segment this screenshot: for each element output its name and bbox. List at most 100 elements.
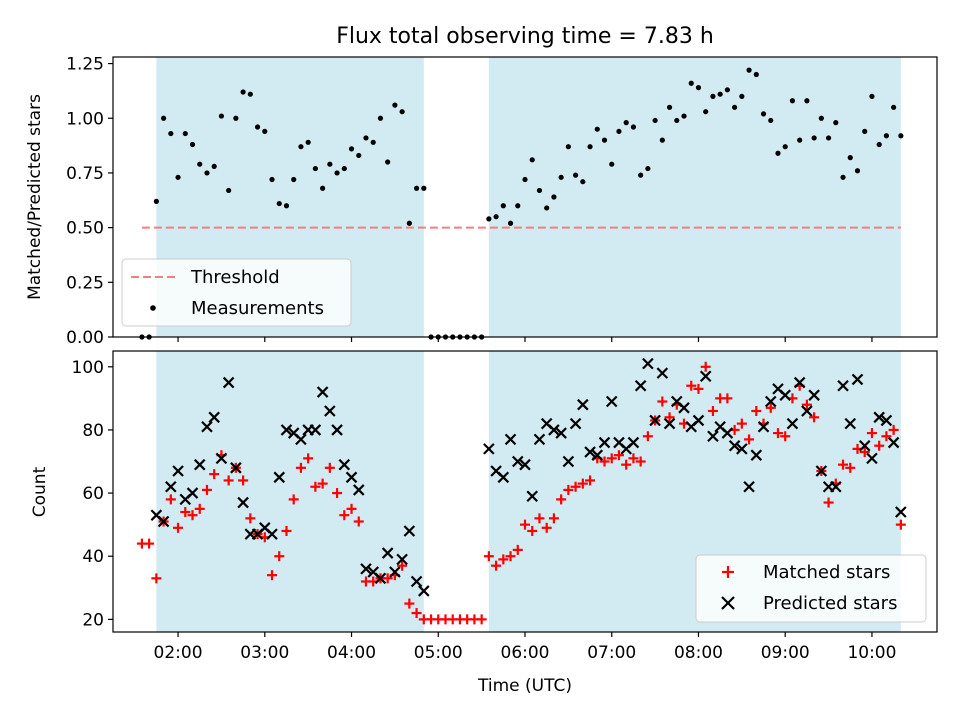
matched-star-point <box>874 440 885 451</box>
predicted-star-point <box>642 357 654 370</box>
predicted-star-point <box>526 490 539 503</box>
x-tick-label: 06:00 <box>501 643 550 663</box>
matched-star-point <box>353 516 364 527</box>
measurement-point <box>601 137 608 143</box>
measurement-point <box>385 159 391 165</box>
x-tick-label: 10:00 <box>847 643 896 663</box>
predicted-star-point <box>721 427 734 439</box>
top-legend-box <box>121 258 352 327</box>
bottom-y-tick-label: 100 <box>72 358 104 378</box>
matched-star-point <box>621 459 632 470</box>
measurement-point <box>876 141 882 148</box>
matched-star-point <box>295 462 306 473</box>
measurement-point <box>182 130 188 137</box>
predicted-star-point <box>663 417 676 430</box>
predicted-star-point <box>548 424 560 436</box>
matched-star-point <box>585 475 596 486</box>
measurement-point <box>327 161 333 167</box>
predicted-star-point <box>193 458 206 471</box>
predicted-star-point <box>208 411 220 424</box>
measurement-point <box>363 135 369 141</box>
predicted-star-point <box>222 376 235 389</box>
matched-star-point <box>187 510 198 521</box>
matched-star-point <box>736 418 747 429</box>
predicted-star-point <box>779 389 791 401</box>
predicted-star-point <box>374 572 387 585</box>
measurement-point <box>377 115 384 121</box>
matched-star-point <box>267 570 278 581</box>
measurement-point <box>348 146 355 152</box>
predicted-star-point <box>887 436 900 449</box>
predicted-star-point <box>172 465 184 477</box>
top-y-tick-label: 0.50 <box>66 219 104 239</box>
measurement-point <box>732 104 738 110</box>
predicted-star-point <box>230 462 242 474</box>
predicted-star-point <box>201 420 213 433</box>
measurement-point <box>818 115 824 121</box>
bottom-y-tick-label: 60 <box>82 484 104 504</box>
predicted-star-point <box>851 373 864 386</box>
matched-star-point <box>288 494 299 505</box>
matched-star-point <box>859 447 870 458</box>
matched-star-point <box>642 431 653 442</box>
measurement-point <box>356 152 362 159</box>
top-legend: Threshold Measurements <box>121 258 352 327</box>
measurement-point <box>594 126 600 132</box>
matched-star-point <box>570 481 581 492</box>
top-y-tick-label: 1.00 <box>66 109 104 129</box>
measurement-point <box>226 187 232 194</box>
measurement-point <box>493 214 499 220</box>
matched-star-point <box>845 462 856 473</box>
matched-star-point <box>476 614 487 625</box>
measurement-point <box>645 165 651 172</box>
bottom-legend-box <box>695 554 927 623</box>
top-y-tick-label: 0.25 <box>66 273 104 293</box>
measurement-point <box>399 109 405 115</box>
predicted-star-point <box>511 455 524 468</box>
matched-star-point <box>223 475 234 486</box>
measurement-point <box>811 135 817 141</box>
matched-star-point <box>866 428 877 439</box>
matched-star-point <box>527 525 538 536</box>
matched-star-point <box>606 453 617 464</box>
matched-star-point <box>397 560 408 571</box>
legend-measurement-label: Measurements <box>191 298 324 319</box>
matched-star-point <box>317 478 328 489</box>
predicted-star-point <box>569 417 582 430</box>
matched-star-point <box>411 608 422 619</box>
predicted-star-point <box>555 427 567 439</box>
predicted-star-point <box>895 506 907 518</box>
measurement-point <box>666 104 673 110</box>
measurement-point <box>341 165 347 172</box>
predicted-star-point <box>757 420 770 433</box>
measurement-point <box>623 120 629 126</box>
matched-star-point <box>165 494 176 505</box>
matched-star-point <box>281 525 292 536</box>
x-tick-label: 07:00 <box>587 643 636 663</box>
predicted-star-point <box>627 436 640 449</box>
x-tick-label: 02:00 <box>154 643 203 663</box>
measurement-point <box>674 117 680 124</box>
matched-star-point <box>599 456 610 467</box>
matched-star-point <box>823 497 834 508</box>
x-tick-label: 04:00 <box>327 643 376 663</box>
predicted-star-point <box>649 414 661 427</box>
measurement-point <box>233 115 239 121</box>
measurement-point <box>891 104 897 110</box>
matched-star-point <box>194 503 205 514</box>
measurement-point <box>515 203 521 209</box>
measurement-point <box>153 198 159 204</box>
predicted-star-point <box>750 449 763 461</box>
matched-star-point <box>693 383 704 394</box>
matched-star-point <box>520 519 530 530</box>
predicted-star-point <box>186 487 199 499</box>
predicted-star-point <box>381 547 394 559</box>
predicted-star-point <box>736 443 748 455</box>
predicted-star-point <box>266 528 278 540</box>
measurement-point <box>370 139 376 145</box>
matched-star-point <box>751 405 762 416</box>
matched-star-point <box>657 396 668 407</box>
matched-star-point <box>209 469 220 480</box>
matched-star-point <box>888 424 899 435</box>
measurement-point <box>883 133 890 139</box>
